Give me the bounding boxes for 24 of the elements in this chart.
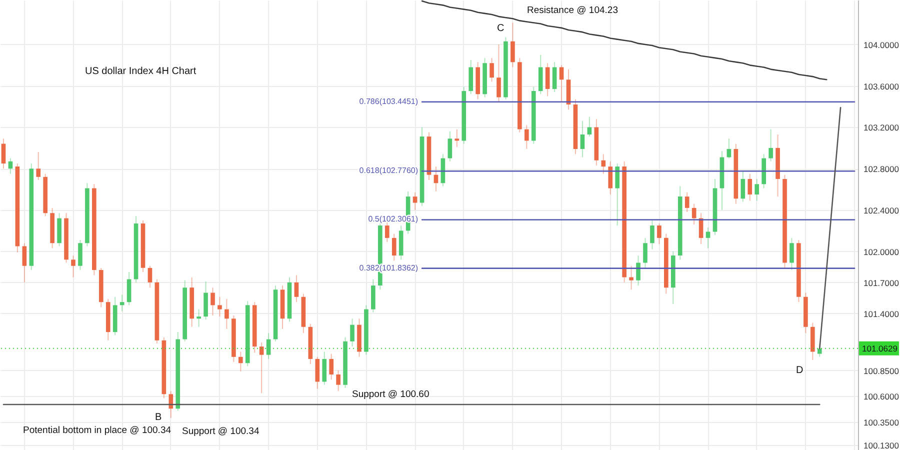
y-tick-label: 102.4000 xyxy=(864,206,900,216)
annotation: Support @ 100.34 xyxy=(182,426,260,437)
annotation: Potential bottom in place @ 100.34 xyxy=(23,425,172,436)
y-tick-label: 102.0000 xyxy=(864,246,900,257)
y-tick-label: 100.3500 xyxy=(864,418,900,428)
annotation: D xyxy=(796,365,804,376)
y-tick-label: 102.8000 xyxy=(864,164,900,174)
annotation: C xyxy=(497,23,504,34)
annotation: Resistance @ 104.23 xyxy=(527,5,618,16)
y-tick-label: 101.4000 xyxy=(864,308,900,319)
line-series xyxy=(421,0,828,80)
y-tick-label: 100.8500 xyxy=(864,366,900,376)
annotation: Support @ 100.60 xyxy=(352,389,430,400)
annotation: B xyxy=(155,412,162,423)
y-tick-label: 100.1300 xyxy=(864,440,900,450)
y-tick-label: 103.2000 xyxy=(864,122,900,133)
y-tick-label: 103.6000 xyxy=(864,81,900,92)
y-tick-label: 101.7000 xyxy=(864,278,900,288)
y-tick-label: 100.6000 xyxy=(864,392,900,402)
y-tick-label: 104.0000 xyxy=(864,40,900,50)
text: US dollar Index 4H Chart xyxy=(85,66,196,77)
ref-line-label: 101.0629 xyxy=(862,343,898,354)
series-label: 0.786(103.4451) xyxy=(359,96,418,106)
series-label: 0.618(102.7760) xyxy=(359,166,418,176)
